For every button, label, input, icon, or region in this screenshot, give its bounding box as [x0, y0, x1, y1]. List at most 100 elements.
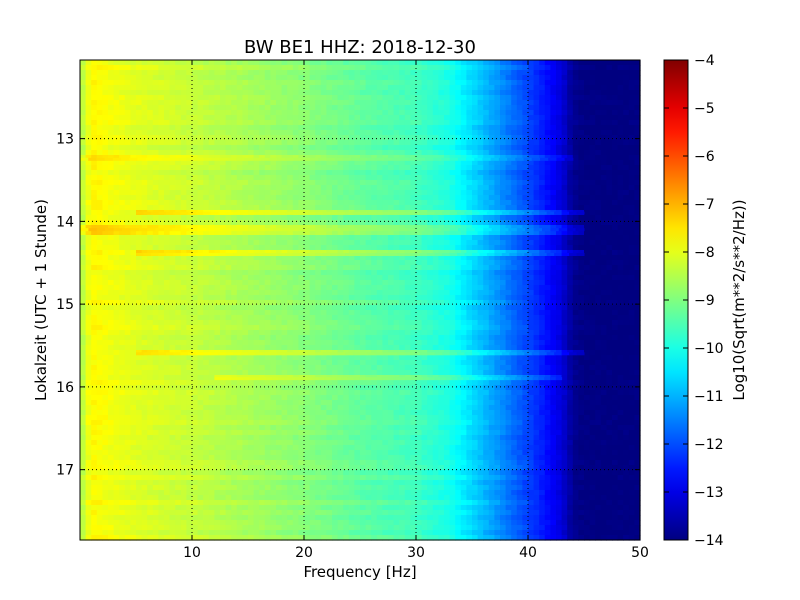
heatmap-cell [578, 165, 585, 171]
heatmap-cell [376, 190, 383, 196]
heatmap-cell [584, 130, 591, 136]
heatmap-cell [102, 200, 109, 206]
heatmap-cell [516, 85, 523, 91]
heatmap-cell [483, 305, 490, 311]
heatmap-cell [578, 150, 585, 156]
heatmap-cell [248, 85, 255, 91]
heatmap-cell [186, 80, 193, 86]
heatmap-cell [371, 75, 378, 81]
heatmap-cell [147, 125, 154, 131]
heatmap-cell [320, 205, 327, 211]
heatmap-cell [623, 245, 630, 251]
heatmap-cell [136, 105, 143, 111]
heatmap-cell [192, 105, 199, 111]
heatmap-cell [220, 295, 227, 301]
heatmap-cell [595, 125, 602, 131]
heatmap-cell [634, 120, 641, 126]
heatmap-cell [169, 200, 176, 206]
heatmap-cell [522, 155, 529, 161]
heatmap-cell [360, 75, 367, 81]
heatmap-cell [544, 235, 551, 241]
heatmap-cell [477, 215, 484, 221]
heatmap-cell [136, 245, 143, 251]
heatmap-cell [332, 270, 339, 276]
heatmap-cell [444, 190, 451, 196]
heatmap-cell [214, 305, 221, 311]
heatmap-cell [584, 185, 591, 191]
heatmap-cell [466, 300, 473, 306]
heatmap-cell [505, 115, 512, 121]
heatmap-cell [500, 90, 507, 96]
heatmap-cell [220, 290, 227, 296]
heatmap-cell [376, 110, 383, 116]
heatmap-cell [365, 215, 372, 221]
heatmap-cell [248, 110, 255, 116]
heatmap-cell [365, 255, 372, 261]
heatmap-cell [91, 105, 98, 111]
heatmap-cell [382, 85, 389, 91]
heatmap-cell [360, 65, 367, 71]
heatmap-cell [220, 170, 227, 176]
heatmap-cell [606, 270, 613, 276]
heatmap-cell [169, 205, 176, 211]
heatmap-cell [511, 205, 518, 211]
heatmap-cell [326, 235, 333, 241]
heatmap-cell [556, 190, 563, 196]
heatmap-cell [511, 200, 518, 206]
heatmap-cell [522, 120, 529, 126]
heatmap-cell [343, 250, 350, 256]
heatmap-cell [231, 120, 238, 126]
heatmap-cell [281, 185, 288, 191]
heatmap-cell [561, 220, 568, 226]
heatmap-cell [292, 190, 299, 196]
heatmap-cell [617, 160, 624, 166]
heatmap-cell [595, 75, 602, 81]
heatmap-cell [572, 260, 579, 266]
heatmap-cell [102, 155, 109, 161]
heatmap-cell [421, 180, 428, 186]
heatmap-cell [298, 220, 305, 226]
heatmap-cell [472, 110, 479, 116]
heatmap-cell [567, 155, 574, 161]
heatmap-cell [589, 225, 596, 231]
heatmap-cell [550, 65, 557, 71]
heatmap-cell [264, 115, 271, 121]
heatmap-cell [326, 160, 333, 166]
heatmap-cell [488, 290, 495, 296]
heatmap-cell [175, 195, 182, 201]
heatmap-cell [544, 180, 551, 186]
heatmap-cell [589, 255, 596, 261]
heatmap-cell [276, 205, 283, 211]
heatmap-cell [348, 250, 355, 256]
heatmap-cell [505, 280, 512, 286]
heatmap-cell [505, 185, 512, 191]
heatmap-cell [259, 160, 266, 166]
heatmap-cell [544, 75, 551, 81]
heatmap-cell [483, 200, 490, 206]
heatmap-cell [466, 115, 473, 121]
heatmap-cell [102, 135, 109, 141]
heatmap-cell [175, 270, 182, 276]
heatmap-cell [460, 90, 467, 96]
heatmap-cell [617, 125, 624, 131]
heatmap-cell [466, 190, 473, 196]
heatmap-cell [488, 115, 495, 121]
heatmap-cell [108, 235, 115, 241]
heatmap-cell [488, 65, 495, 71]
heatmap-cell [628, 110, 635, 116]
heatmap-cell [600, 210, 607, 216]
heatmap-cell [528, 250, 535, 256]
heatmap-cell [500, 235, 507, 241]
heatmap-cell [399, 280, 406, 286]
heatmap-cell [572, 280, 579, 286]
heatmap-cell [320, 70, 327, 76]
heatmap-cell [617, 205, 624, 211]
heatmap-cell [136, 170, 143, 176]
heatmap-cell [444, 145, 451, 151]
heatmap-cell [259, 100, 266, 106]
heatmap-cell [348, 165, 355, 171]
heatmap-cell [388, 130, 395, 136]
heatmap-cell [147, 260, 154, 266]
heatmap-cell [354, 225, 361, 231]
heatmap-cell [393, 95, 400, 101]
